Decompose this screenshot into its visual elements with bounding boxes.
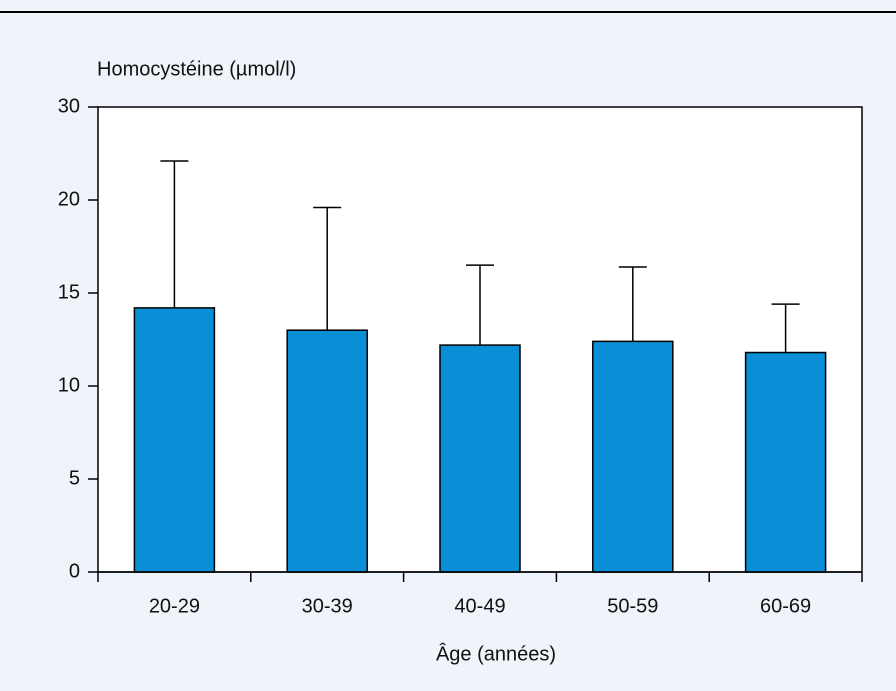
x-tick-label: 50-59	[607, 595, 658, 617]
bar	[133, 307, 216, 573]
x-tick-label: 20-29	[149, 595, 200, 617]
x-axis-label: Âge (années)	[436, 642, 556, 665]
x-tick-label: 60-69	[760, 595, 811, 617]
y-tick-label: 10	[58, 374, 80, 396]
bar	[439, 344, 521, 573]
y-tick-label: 20	[58, 188, 80, 210]
x-tick-label: 40-49	[454, 595, 505, 617]
bar	[744, 351, 827, 573]
bar	[592, 340, 674, 573]
x-tick-label: 30-39	[302, 595, 353, 617]
bar	[286, 329, 368, 573]
y-tick-label: 5	[69, 467, 80, 489]
y-tick-label: 0	[69, 560, 80, 582]
y-tick-label: 15	[58, 281, 80, 303]
y-tick-label: 30	[58, 95, 80, 117]
y-axis-label: Homocystéine (µmol/l)	[97, 58, 296, 80]
